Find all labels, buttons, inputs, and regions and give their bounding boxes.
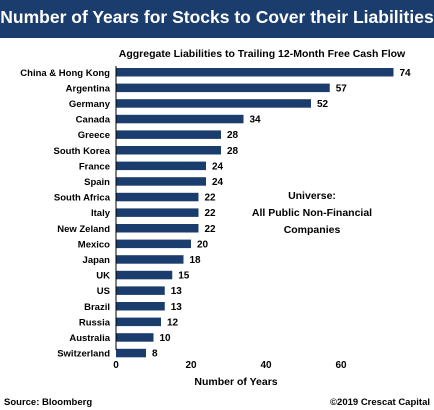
value-label-germany: 52 [317, 99, 329, 110]
category-label-new-zeland: New Zeland [57, 224, 110, 235]
bar-us [116, 286, 165, 295]
title-banner: Number of Years for Stocks to Cover thei… [0, 0, 434, 38]
bar-japan [116, 255, 184, 264]
annotation-line-1: Universe: [288, 190, 336, 202]
bar-australia [116, 333, 154, 342]
bar-south-africa [116, 192, 199, 202]
value-label-greece: 28 [227, 130, 239, 141]
value-label-uk: 15 [178, 271, 190, 282]
annotation-line-2: All Public Non-Financial [252, 207, 372, 219]
category-label-switzerland: Switzerland [57, 349, 110, 360]
x-tick-0: 0 [113, 360, 119, 371]
bar-france [116, 161, 206, 171]
category-label-canada: Canada [76, 115, 111, 126]
category-labels: China & Hong Kong Argentina Germany Canada G… [20, 68, 110, 360]
value-label-russia: 12 [167, 317, 179, 328]
x-axis-label: Number of Years [194, 376, 277, 388]
category-label-greece: Greece [78, 130, 110, 141]
category-label-australia: Australia [69, 333, 110, 344]
bar-chart: Aggregate Liabilities to Trailing 12-Mon… [4, 48, 430, 408]
chart-subtitle: Aggregate Liabilities to Trailing 12-Mon… [119, 48, 406, 60]
x-tick-20: 20 [185, 360, 197, 371]
category-label-brazil: Brazil [84, 302, 110, 313]
category-label-china-hong-kong: China & Hong Kong [20, 68, 110, 79]
value-label-argentina: 57 [336, 83, 348, 94]
category-label-germany: Germany [69, 99, 111, 110]
value-label-france: 24 [212, 161, 224, 172]
category-label-argentina: Argentina [66, 83, 111, 94]
value-label-south-africa: 22 [205, 193, 217, 204]
bar-mexico [116, 239, 191, 249]
category-label-us: US [97, 286, 110, 297]
value-label-south-korea: 28 [227, 146, 239, 157]
category-label-south-africa: South Africa [54, 193, 111, 204]
value-label-switzerland: 8 [152, 349, 158, 360]
category-label-russia: Russia [79, 317, 111, 328]
bar-china-hong-kong [116, 68, 394, 77]
value-label-japan: 18 [190, 255, 202, 266]
category-label-spain: Spain [84, 177, 110, 188]
bar-brazil [116, 302, 165, 311]
value-label-us: 13 [171, 286, 183, 297]
category-label-italy: Italy [91, 208, 111, 219]
chart-title: Number of Years for Stocks to Cover thei… [0, 7, 434, 27]
bars-group [116, 68, 394, 358]
value-label-brazil: 13 [171, 302, 183, 313]
bar-argentina [116, 83, 330, 93]
value-label-mexico: 20 [197, 239, 209, 250]
bar-greece [116, 130, 221, 139]
category-label-japan: Japan [83, 255, 111, 266]
category-label-south-korea: South Korea [54, 146, 111, 157]
x-tick-60: 60 [335, 360, 347, 371]
x-tick-labels: 0 20 40 60 [113, 360, 347, 371]
value-label-china-hong-kong: 74 [400, 68, 412, 79]
value-label-canada: 34 [250, 115, 262, 126]
source-note: Source: Bloomberg [4, 397, 92, 408]
category-label-france: France [79, 161, 110, 172]
value-label-australia: 10 [160, 333, 172, 344]
value-label-italy: 22 [205, 208, 217, 219]
bar-uk [116, 270, 173, 280]
bar-switzerland [116, 348, 146, 358]
copyright-note: ©2019 Crescat Capital [330, 397, 430, 408]
bar-new-zeland [116, 224, 199, 233]
annotation-line-3: Companies [284, 224, 341, 236]
category-label-mexico: Mexico [78, 239, 110, 250]
x-tick-40: 40 [260, 360, 272, 371]
bar-russia [116, 317, 161, 327]
bar-germany [116, 99, 311, 108]
value-label-new-zeland: 22 [205, 224, 217, 235]
value-label-spain: 24 [212, 177, 224, 188]
bar-south-korea [116, 146, 221, 155]
bar-canada [116, 114, 244, 124]
bar-spain [116, 177, 206, 186]
bar-italy [116, 208, 199, 217]
category-label-uk: UK [96, 271, 110, 282]
